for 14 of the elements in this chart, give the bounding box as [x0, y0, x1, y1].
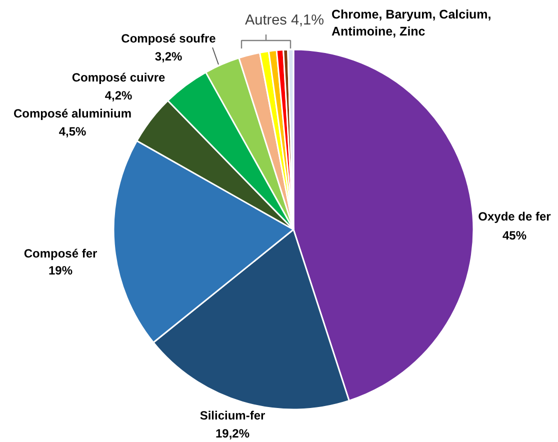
data-label: 45% — [502, 228, 527, 242]
data-label: 4,2% — [104, 88, 133, 102]
data-label: 3,2% — [154, 50, 183, 64]
data-label: 19,2% — [215, 426, 250, 440]
slice-label: Composé aluminium — [13, 106, 132, 120]
slice-label: Oxyde de fer — [478, 210, 552, 224]
slice-label: Silicium-fer — [200, 408, 266, 422]
slice-label: Composé soufre — [121, 32, 216, 46]
data-label: 4,5% — [58, 124, 87, 138]
slice-label: Composé cuivre — [72, 70, 166, 84]
text: Autres 4,1% — [245, 12, 324, 28]
data-label: 19% — [48, 264, 73, 278]
text: Chrome, Baryum, Calcium, Antimoine, Zinc — [332, 8, 492, 38]
slice-label: Composé fer — [24, 246, 98, 260]
